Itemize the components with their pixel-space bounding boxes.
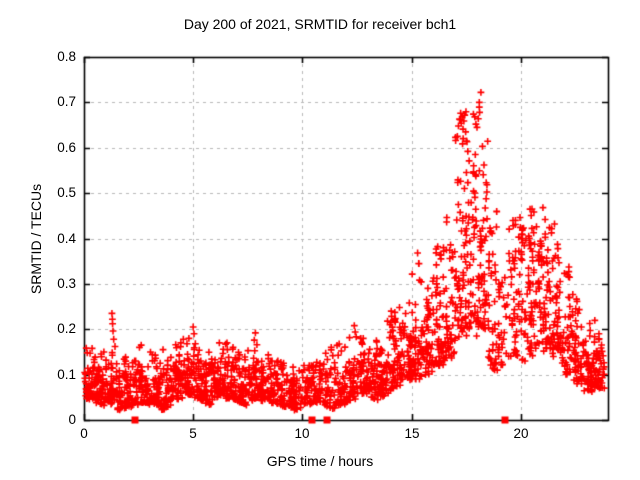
chart-title: Day 200 of 2021, SRMTID for receiver bch… [183,16,457,32]
y-axis-label: SRMTID / TECUs [28,183,44,295]
x-axis-label: GPS time / hours [266,453,374,469]
